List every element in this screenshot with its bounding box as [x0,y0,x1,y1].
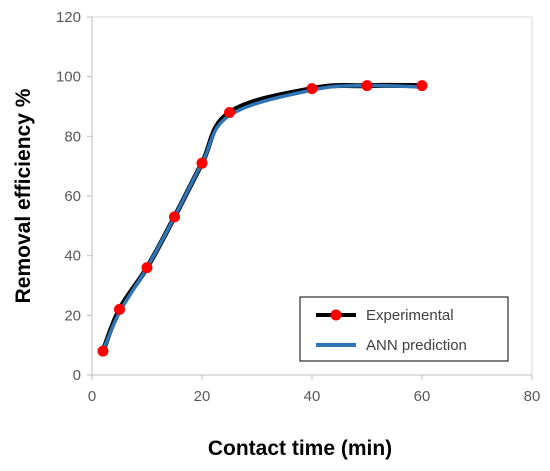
axes: 0 20 40 60 80 0 20 40 60 80 100 120 [56,9,540,405]
legend-box [299,296,509,362]
experimental-point [141,262,153,274]
x-tick-label: 60 [414,388,431,405]
x-tick-label: 20 [194,388,211,405]
y-tick-label: 100 [56,69,81,86]
y-tick-label: 20 [64,307,81,324]
experimental-point [416,80,428,92]
legend: Experimental ANN prediction [299,296,509,362]
experimental-point [361,80,373,92]
y-tick-label: 60 [64,188,81,205]
experimental-point [169,211,180,223]
experimental-point [196,157,208,169]
legend-label-ann: ANN prediction [366,337,467,354]
experimental-point [306,83,318,95]
x-tick-label: 40 [304,388,321,405]
experimental-point [224,106,235,118]
x-tick-label: 80 [524,388,541,405]
y-tick-label: 120 [56,9,81,26]
y-tick-label: 0 [73,367,81,384]
legend-label-experimental: Experimental [366,307,454,324]
x-axis-title: Contact time (min) [208,437,392,460]
x-tick-label: 0 [88,388,96,405]
experimental-point [114,303,125,315]
y-tick-label: 80 [64,128,81,145]
markers-layer [97,80,428,357]
legend-marker-experimental [330,309,342,321]
y-axis-title: Removal efficiency % [12,88,35,303]
experimental-point [97,345,109,357]
y-tick-label: 40 [64,248,81,265]
